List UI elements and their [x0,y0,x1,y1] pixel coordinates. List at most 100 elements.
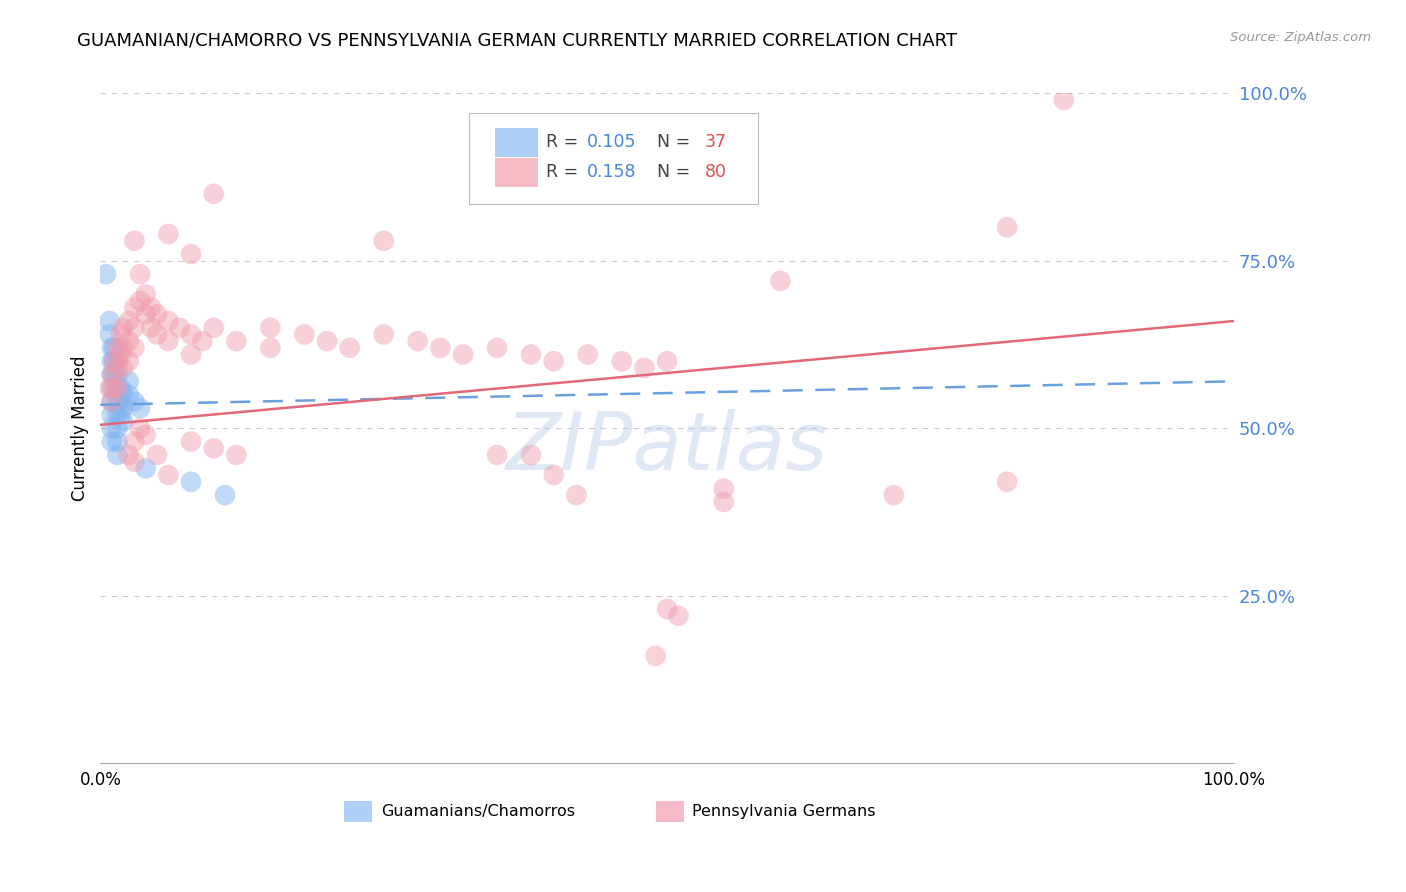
Point [644,648,666,663]
Point [520,347,543,361]
Point [373,234,395,248]
Point [157,314,180,328]
Point [883,488,905,502]
Point [110,394,132,409]
Point [118,314,141,328]
Point [169,320,191,334]
FancyBboxPatch shape [344,800,373,822]
Point [135,428,157,442]
Point [105,360,128,375]
FancyBboxPatch shape [468,113,758,204]
Point [105,448,128,462]
Point [191,334,214,348]
Point [180,327,202,342]
Point [655,602,678,616]
Point [135,461,157,475]
Point [668,608,690,623]
Point [105,421,128,435]
Y-axis label: Currently Married: Currently Married [72,355,89,501]
Text: R =: R = [546,163,583,181]
Text: 0.105: 0.105 [586,133,636,152]
Point [995,475,1018,489]
Point [110,408,132,422]
Point [429,341,451,355]
Point [259,320,281,334]
Point [259,341,281,355]
Point [520,448,543,462]
Text: ZIPatlas: ZIPatlas [506,409,828,487]
FancyBboxPatch shape [495,128,538,157]
Point [100,434,122,449]
Point [100,408,122,422]
Point [129,421,152,435]
Point [543,468,565,483]
Point [111,320,134,334]
Point [100,394,122,409]
Point [105,368,128,382]
Point [105,434,128,449]
Point [124,301,146,315]
Point [124,455,146,469]
Point [202,320,225,334]
Point [180,434,202,449]
Point [103,354,125,368]
Point [373,327,395,342]
Point [995,220,1018,235]
Point [124,341,146,355]
Point [111,415,134,429]
FancyBboxPatch shape [495,158,538,187]
Point [486,341,509,355]
Point [543,354,565,368]
Point [100,394,122,409]
Text: Source: ZipAtlas.com: Source: ZipAtlas.com [1230,31,1371,45]
Point [111,401,134,416]
Text: N =: N = [645,163,696,181]
Point [105,381,128,395]
Point [713,495,735,509]
Point [633,360,655,375]
Point [180,475,202,489]
Point [157,334,180,348]
Point [111,341,134,355]
Text: Guamanians/Chamorros: Guamanians/Chamorros [381,804,575,819]
Point [118,388,141,402]
Text: R =: R = [546,133,583,152]
Point [105,381,128,395]
Point [100,368,122,382]
Point [146,327,169,342]
Point [103,354,125,368]
Point [111,388,134,402]
Point [118,374,141,388]
Point [339,341,361,355]
Point [146,448,169,462]
Point [100,354,122,368]
Point [565,488,588,502]
Point [105,341,128,355]
Point [202,186,225,201]
Point [118,448,141,462]
Text: 0.158: 0.158 [586,163,636,181]
Point [110,327,132,342]
Point [105,354,128,368]
Point [135,307,157,321]
Point [124,320,146,334]
Point [100,381,122,395]
Text: 37: 37 [704,133,727,152]
Point [225,448,247,462]
Point [214,488,236,502]
Point [98,327,121,342]
Point [225,334,247,348]
Point [202,442,225,456]
Point [610,354,633,368]
Point [180,347,202,361]
Point [105,394,128,409]
Point [576,347,599,361]
Point [124,434,146,449]
Point [1053,93,1076,107]
Point [94,267,117,281]
Point [451,347,474,361]
Point [118,354,141,368]
Point [105,408,128,422]
Point [769,274,792,288]
Point [98,381,121,395]
